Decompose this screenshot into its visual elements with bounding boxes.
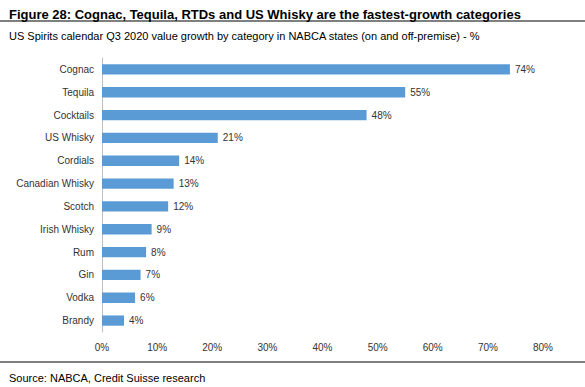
svg-text:80%: 80% [533, 342, 553, 353]
svg-text:Figure 28: Cognac, Tequila, RT: Figure 28: Cognac, Tequila, RTDs and US … [9, 7, 521, 22]
svg-text:7%: 7% [146, 269, 161, 280]
svg-text:20%: 20% [202, 342, 222, 353]
svg-text:70%: 70% [478, 342, 498, 353]
svg-text:Cocktails: Cocktails [53, 110, 94, 121]
svg-text:13%: 13% [179, 178, 199, 189]
svg-text:30%: 30% [257, 342, 277, 353]
svg-text:Vodka: Vodka [66, 292, 94, 303]
svg-text:74%: 74% [515, 64, 535, 75]
svg-text:Scotch: Scotch [63, 201, 94, 212]
svg-text:12%: 12% [173, 201, 193, 212]
svg-text:Cognac: Cognac [60, 64, 94, 75]
svg-text:US Whisky: US Whisky [45, 132, 94, 143]
svg-text:6%: 6% [140, 292, 155, 303]
svg-text:Rum: Rum [73, 247, 94, 258]
svg-text:60%: 60% [423, 342, 443, 353]
svg-text:Brandy: Brandy [62, 315, 94, 326]
svg-text:Irish Whisky: Irish Whisky [40, 224, 94, 235]
svg-text:55%: 55% [410, 87, 430, 98]
svg-text:Canadian Whisky: Canadian Whisky [16, 178, 94, 189]
svg-text:0%: 0% [95, 342, 110, 353]
svg-text:9%: 9% [157, 224, 172, 235]
svg-text:Tequila: Tequila [62, 87, 94, 98]
svg-text:40%: 40% [312, 342, 332, 353]
svg-text:10%: 10% [147, 342, 167, 353]
svg-text:8%: 8% [151, 247, 166, 258]
svg-text:Source: NABCA, Credit Suisse r: Source: NABCA, Credit Suisse research [9, 372, 205, 384]
svg-text:4%: 4% [129, 315, 144, 326]
svg-text:50%: 50% [368, 342, 388, 353]
svg-text:Cordials: Cordials [57, 155, 94, 166]
svg-text:14%: 14% [184, 155, 204, 166]
svg-text:US Spirits calendar Q3 2020 va: US Spirits calendar Q3 2020 value growth… [9, 30, 480, 42]
svg-text:Gin: Gin [78, 269, 94, 280]
svg-text:48%: 48% [372, 110, 392, 121]
svg-text:21%: 21% [223, 132, 243, 143]
